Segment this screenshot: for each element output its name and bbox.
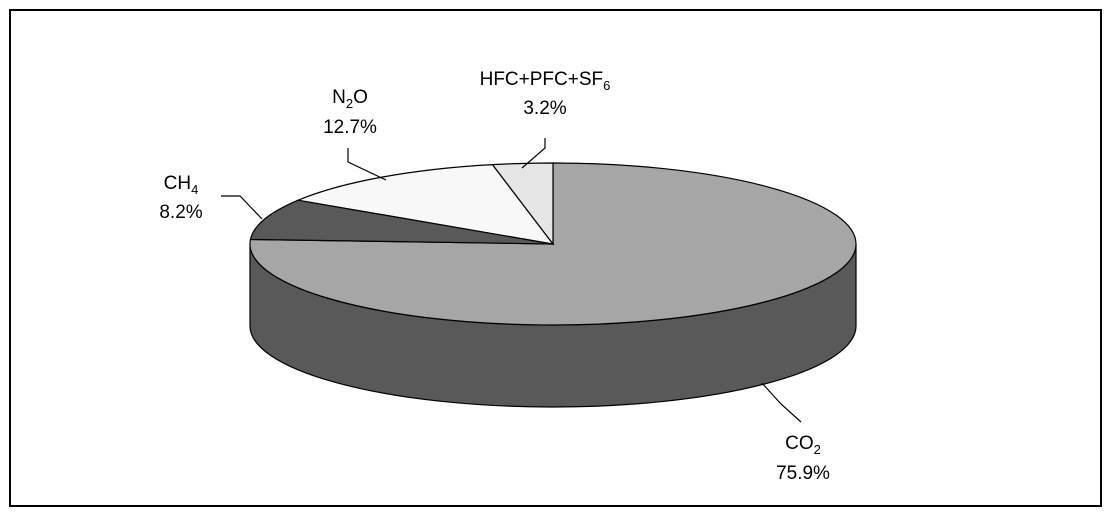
value-co2: 75.9% — [776, 463, 830, 484]
pie-slice-hfc-pfc-sf6 — [491, 162, 554, 246]
label-ch4: CH4 — [164, 173, 199, 197]
leader-ch4 — [221, 195, 263, 220]
leader-hfc-pfc-sf6 — [521, 138, 546, 169]
label-hfc-pfc-sf6: HFC+PFC+SF6 — [480, 69, 611, 93]
leader-n2o — [347, 148, 387, 181]
leader-lines — [221, 138, 802, 423]
pie-top-layer — [249, 162, 857, 326]
value-hfc-pfc-sf6: 3.2% — [523, 98, 566, 119]
leader-co2 — [761, 382, 802, 423]
value-ch4: 8.2% — [159, 202, 202, 223]
value-n2o: 12.7% — [323, 117, 377, 138]
label-co2: CO2 — [785, 433, 821, 457]
pie-slice-ch4 — [249, 199, 554, 245]
pie-slice-n2o — [296, 164, 555, 245]
label-n2o: N2O — [332, 87, 368, 111]
